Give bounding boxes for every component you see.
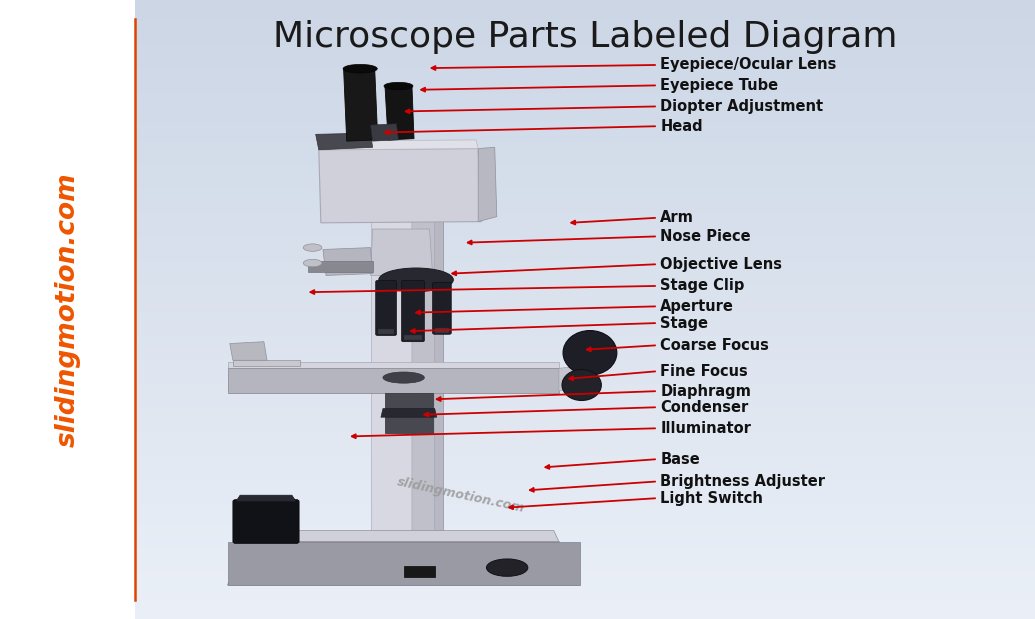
- Text: Illuminator: Illuminator: [660, 421, 751, 436]
- Text: Stage: Stage: [660, 316, 708, 331]
- Ellipse shape: [384, 82, 413, 90]
- Text: Head: Head: [660, 119, 703, 134]
- Polygon shape: [381, 409, 437, 417]
- Polygon shape: [236, 495, 296, 501]
- Text: Aperture: Aperture: [660, 299, 734, 314]
- Text: Light Switch: Light Switch: [660, 491, 763, 506]
- Bar: [404, 566, 435, 577]
- Polygon shape: [385, 393, 433, 433]
- Polygon shape: [319, 149, 481, 223]
- Text: Coarse Focus: Coarse Focus: [660, 338, 769, 353]
- Ellipse shape: [486, 559, 528, 576]
- Ellipse shape: [562, 370, 601, 400]
- Polygon shape: [412, 192, 435, 542]
- Text: Base: Base: [660, 452, 700, 467]
- Polygon shape: [478, 147, 497, 222]
- Polygon shape: [308, 261, 373, 272]
- Polygon shape: [371, 229, 433, 275]
- Polygon shape: [233, 360, 300, 366]
- Ellipse shape: [303, 244, 322, 251]
- Text: Eyepiece Tube: Eyepiece Tube: [660, 78, 778, 93]
- Polygon shape: [228, 542, 580, 585]
- Ellipse shape: [379, 268, 453, 292]
- Polygon shape: [316, 133, 373, 150]
- FancyBboxPatch shape: [233, 500, 299, 543]
- Ellipse shape: [563, 331, 617, 375]
- Text: slidingmotion.com: slidingmotion.com: [395, 475, 526, 515]
- Text: Brightness Adjuster: Brightness Adjuster: [660, 474, 825, 489]
- Text: Microscope Parts Labeled Diagram: Microscope Parts Labeled Diagram: [272, 20, 897, 54]
- Ellipse shape: [343, 64, 377, 73]
- Polygon shape: [344, 68, 378, 141]
- Text: Diaphragm: Diaphragm: [660, 384, 751, 399]
- Text: Diopter Adjustment: Diopter Adjustment: [660, 99, 824, 114]
- Polygon shape: [228, 362, 559, 368]
- Bar: [435, 328, 449, 333]
- Text: Nose Piece: Nose Piece: [660, 229, 751, 244]
- Polygon shape: [385, 85, 414, 140]
- Text: Arm: Arm: [660, 210, 694, 225]
- Polygon shape: [248, 530, 559, 542]
- Bar: [404, 335, 422, 340]
- FancyBboxPatch shape: [402, 280, 424, 342]
- Ellipse shape: [303, 259, 322, 267]
- Polygon shape: [412, 192, 443, 542]
- Polygon shape: [228, 542, 580, 585]
- Polygon shape: [371, 124, 398, 141]
- Polygon shape: [323, 248, 373, 275]
- Polygon shape: [228, 368, 559, 393]
- Text: Condenser: Condenser: [660, 400, 748, 415]
- Ellipse shape: [383, 372, 424, 383]
- Text: Fine Focus: Fine Focus: [660, 364, 748, 379]
- FancyBboxPatch shape: [433, 282, 451, 334]
- Polygon shape: [319, 140, 478, 150]
- Polygon shape: [371, 192, 412, 542]
- Text: Eyepiece/Ocular Lens: Eyepiece/Ocular Lens: [660, 58, 836, 72]
- Polygon shape: [230, 342, 267, 360]
- Text: Objective Lens: Objective Lens: [660, 257, 782, 272]
- Bar: [0, 0, 135, 619]
- Text: Stage Clip: Stage Clip: [660, 279, 745, 293]
- Text: slidingmotion.com: slidingmotion.com: [54, 172, 81, 447]
- Bar: [378, 329, 394, 334]
- Polygon shape: [559, 366, 578, 391]
- FancyBboxPatch shape: [376, 280, 396, 335]
